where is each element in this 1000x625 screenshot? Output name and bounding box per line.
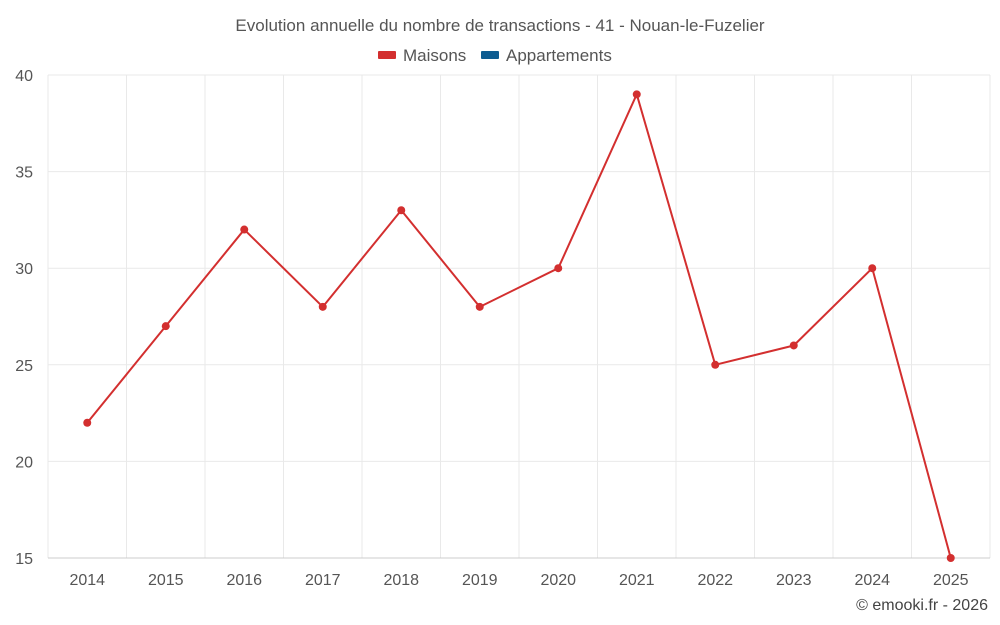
x-tick-label: 2024 [854, 572, 890, 589]
x-tick-label: 2022 [697, 572, 733, 589]
y-axis: 15 20 25 30 35 40 [15, 68, 33, 568]
data-point[interactable] [868, 264, 877, 273]
y-tick-label: 35 [15, 165, 33, 182]
data-point[interactable] [318, 302, 327, 311]
x-tick-label: 2017 [305, 572, 341, 589]
y-tick-label: 25 [15, 358, 33, 375]
data-point[interactable] [554, 264, 563, 273]
data-point[interactable] [240, 225, 249, 234]
x-tick-label: 2023 [776, 572, 812, 589]
legend-swatch [481, 51, 499, 59]
y-tick-label: 20 [15, 454, 33, 471]
x-tick-label: 2016 [226, 572, 262, 589]
chart-title: Evolution annuelle du nombre de transact… [235, 16, 765, 35]
data-point[interactable] [789, 341, 798, 350]
x-tick-label: 2015 [148, 572, 184, 589]
grid [47, 74, 991, 559]
data-point[interactable] [475, 302, 484, 311]
data-point[interactable] [161, 322, 170, 331]
legend-item-label[interactable]: Appartements [506, 46, 612, 65]
x-tick-label: 2018 [383, 572, 419, 589]
x-tick-label: 2019 [462, 572, 498, 589]
series-line-maisons [86, 93, 952, 559]
y-tick-label: 40 [15, 68, 33, 85]
x-axis: 2014 2015 2016 2017 2018 2019 2020 2021 2022 2023… [69, 572, 968, 589]
x-tick-label: 2025 [933, 572, 969, 589]
data-point[interactable] [946, 554, 955, 562]
data-point[interactable] [397, 206, 406, 215]
data-point[interactable] [632, 90, 641, 99]
data-point[interactable] [83, 418, 92, 427]
x-tick-label: 2021 [619, 572, 655, 589]
credit-text: © emooki.fr - 2026 [856, 597, 988, 614]
series-area [83, 90, 955, 562]
x-tick-label: 2014 [69, 572, 105, 589]
y-tick-label: 30 [15, 261, 33, 278]
data-point[interactable] [711, 360, 720, 369]
legend: Maisons Appartements [378, 46, 612, 65]
y-tick-label: 15 [15, 551, 33, 568]
legend-item-label[interactable]: Maisons [403, 46, 466, 65]
legend-swatch [378, 51, 396, 59]
x-tick-label: 2020 [540, 572, 576, 589]
